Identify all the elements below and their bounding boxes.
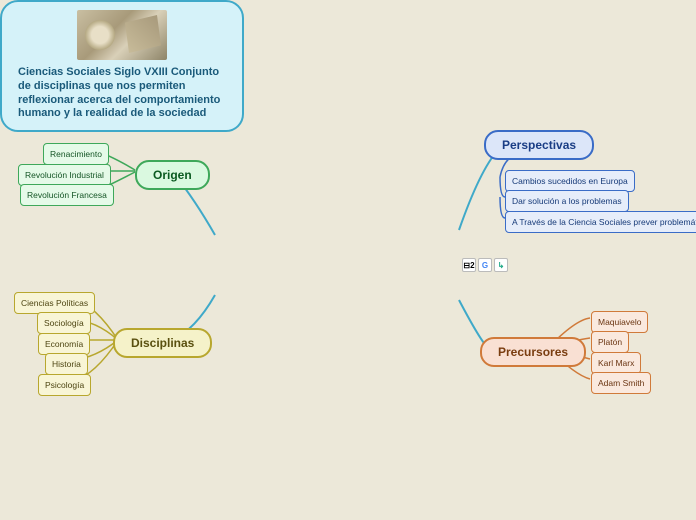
central-title: Ciencias Sociales Siglo VXIII Conjunto d… xyxy=(14,66,230,121)
link-icon[interactable]: ↳ xyxy=(494,258,508,272)
leaf-marx[interactable]: Karl Marx xyxy=(591,352,641,374)
branch-disciplinas-label: Disciplinas xyxy=(131,336,194,350)
branch-origen-label: Origen xyxy=(153,168,192,182)
leaf-rev-industrial[interactable]: Revolución Industrial xyxy=(18,164,111,186)
leaf-rev-francesa[interactable]: Revolución Francesa xyxy=(20,184,114,206)
branch-precursores-label: Precursores xyxy=(498,345,568,359)
branch-origen[interactable]: Origen xyxy=(135,160,210,190)
leaf-economia[interactable]: Economía xyxy=(38,333,90,355)
branch-disciplinas[interactable]: Disciplinas xyxy=(113,328,212,358)
central-node[interactable]: Ciencias Sociales Siglo VXIII Conjunto d… xyxy=(0,0,244,132)
attachment-icon[interactable]: ⊟2 xyxy=(462,258,476,272)
leaf-cpoliticas[interactable]: Ciencias Políticas xyxy=(14,292,95,314)
leaf-smith[interactable]: Adam Smith xyxy=(591,372,651,394)
branch-precursores[interactable]: Precursores xyxy=(480,337,586,367)
google-icon[interactable]: G xyxy=(478,258,492,272)
leaf-solucion[interactable]: Dar solución a los problemas xyxy=(505,190,629,212)
leaf-prever[interactable]: A Través de la Ciencia Sociales prever p… xyxy=(505,211,696,233)
leaf-psicologia[interactable]: Psicología xyxy=(38,374,91,396)
branch-perspectivas-label: Perspectivas xyxy=(502,138,576,152)
leaf-cambios[interactable]: Cambios sucedidos en Europa xyxy=(505,170,635,192)
leaf-renacimiento[interactable]: Renacimiento xyxy=(43,143,109,165)
leaf-historia[interactable]: Historia xyxy=(45,353,88,375)
leaf-maquiavelo[interactable]: Maquiavelo xyxy=(591,311,648,333)
mindmap-canvas: { "central": { "title": "Ciencias Social… xyxy=(0,0,696,520)
leaf-sociologia[interactable]: Sociología xyxy=(37,312,91,334)
central-image xyxy=(77,10,167,60)
leaf-platon[interactable]: Platón xyxy=(591,331,629,353)
branch-perspectivas[interactable]: Perspectivas xyxy=(484,130,594,160)
node-toolbar: ⊟2 G ↳ xyxy=(462,258,508,272)
